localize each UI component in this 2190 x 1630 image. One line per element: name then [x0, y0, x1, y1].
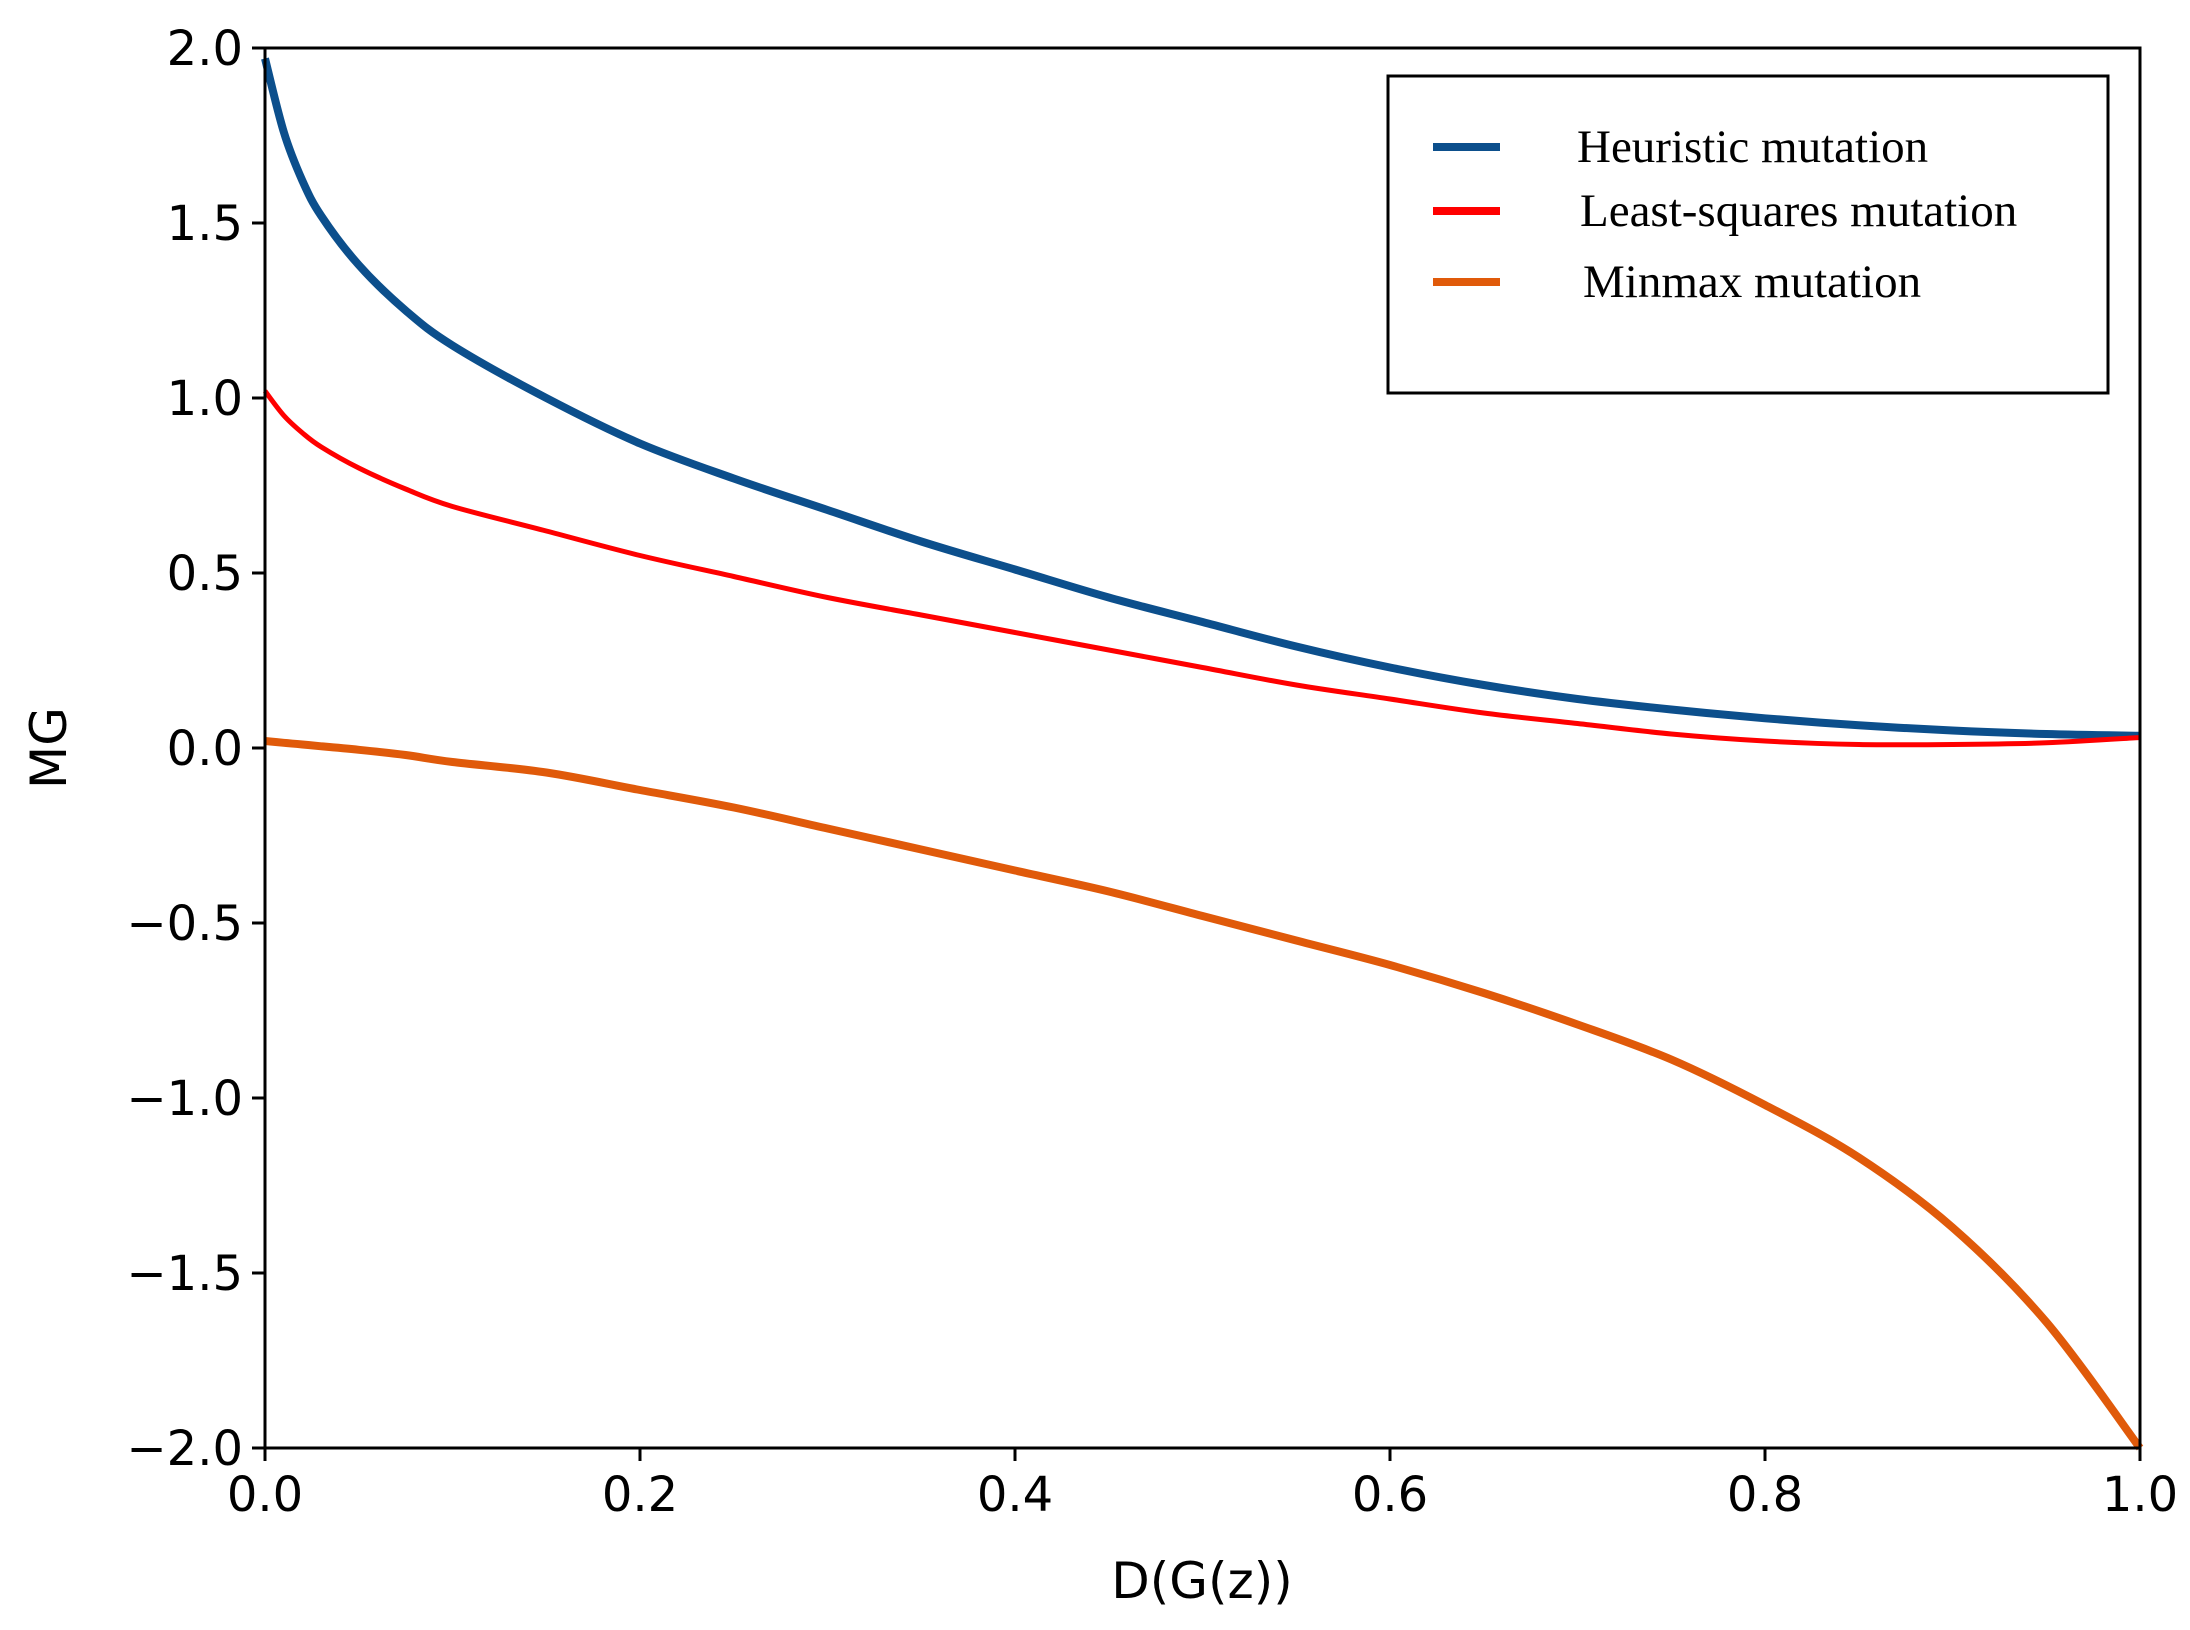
x-tick-label: 0.0: [227, 1467, 303, 1523]
x-axis-label: D(G(z)): [1111, 1552, 1293, 1610]
y-tick-label: −0.5: [126, 896, 243, 952]
x-tick-label: 0.4: [977, 1467, 1053, 1523]
x-tick-label: 1.0: [2102, 1467, 2178, 1523]
series-line-heuristic-mutation: [261, 57, 2141, 740]
y-tick-label: 1.5: [167, 196, 243, 252]
x-axis: 0.0 0.2 0.4 0.6 0.8 1.0: [227, 1448, 2178, 1523]
legend-label: Least-squares mutation: [1580, 185, 2017, 237]
y-tick-label: 1.0: [167, 371, 243, 427]
legend-box: [1386, 74, 2110, 395]
series-line-least-squares-mutation: [263, 389, 2141, 748]
x-tick-label: 0.6: [1352, 1467, 1428, 1523]
y-axis-label: MG: [20, 707, 78, 789]
legend-label: Minmax mutation: [1583, 256, 1921, 308]
y-tick-label: −1.0: [126, 1071, 243, 1127]
y-tick-label: 2.0: [167, 21, 243, 77]
legend-label: Heuristic mutation: [1577, 121, 1928, 173]
y-tick-label: 0.0: [167, 721, 243, 777]
legend: Heuristic mutation Least-squares mutation…: [1386, 74, 2110, 395]
series-line-minmax-mutation: [264, 737, 2144, 1451]
x-tick-label: 0.8: [1727, 1467, 1803, 1523]
x-tick-label: 0.2: [602, 1467, 678, 1523]
y-tick-label: 0.5: [167, 546, 243, 602]
series-lines: [261, 57, 2144, 1451]
y-tick-label: −1.5: [126, 1246, 243, 1302]
y-tick-label: −2.0: [126, 1421, 243, 1477]
y-axis: 2.0 1.5 1.0 0.5 0.0 −0.5 −1.0 −1.5 −2.0: [126, 21, 265, 1477]
